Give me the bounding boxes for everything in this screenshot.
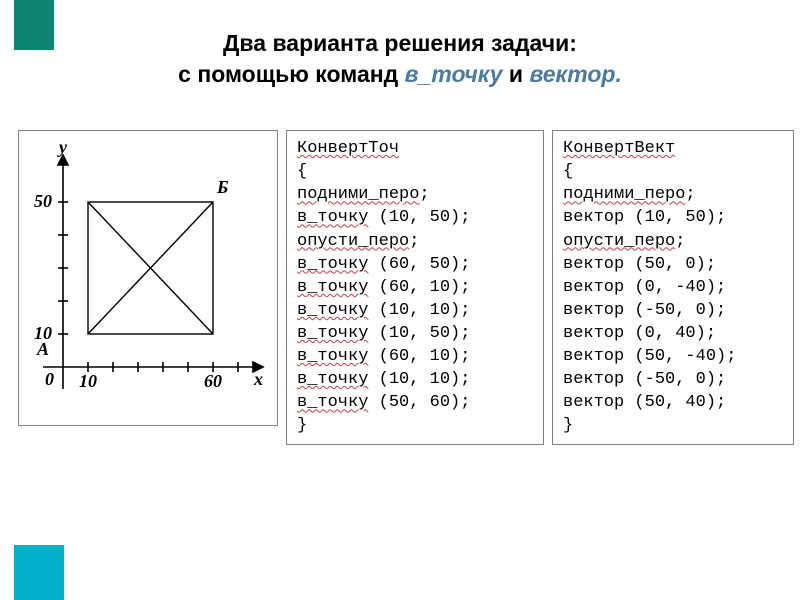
svg-text:Б: Б — [216, 177, 228, 197]
code-panel-point: КонвертТоч { подними_перо; в_точку (10, … — [286, 130, 544, 444]
svg-text:x: x — [253, 369, 263, 389]
content-row: y x 0 A Б 50 10 10 60 КонвертТоч { подни… — [0, 130, 800, 444]
svg-text:60: 60 — [204, 371, 222, 391]
keyword-1: в_точку — [405, 61, 503, 87]
graph-panel: y x 0 A Б 50 10 10 60 — [18, 130, 278, 426]
svg-text:10: 10 — [34, 323, 52, 343]
title-line1: Два варианта решения задачи: — [0, 28, 800, 59]
svg-text:0: 0 — [45, 369, 54, 389]
svg-text:y: y — [57, 137, 68, 157]
keyword-2: вектор. — [529, 61, 621, 87]
title-line2: с помощью команд в_точку и вектор. — [0, 59, 800, 90]
accent-block-top — [14, 0, 54, 50]
coordinate-graph: y x 0 A Б 50 10 10 60 — [25, 137, 271, 419]
accent-block-bottom — [14, 545, 64, 600]
svg-text:50: 50 — [34, 191, 52, 211]
code-panel-vector: КонвертВект { подними_перо; вектор (10, … — [552, 130, 794, 444]
svg-text:10: 10 — [79, 371, 97, 391]
page-title: Два варианта решения задачи: с помощью к… — [0, 0, 800, 90]
